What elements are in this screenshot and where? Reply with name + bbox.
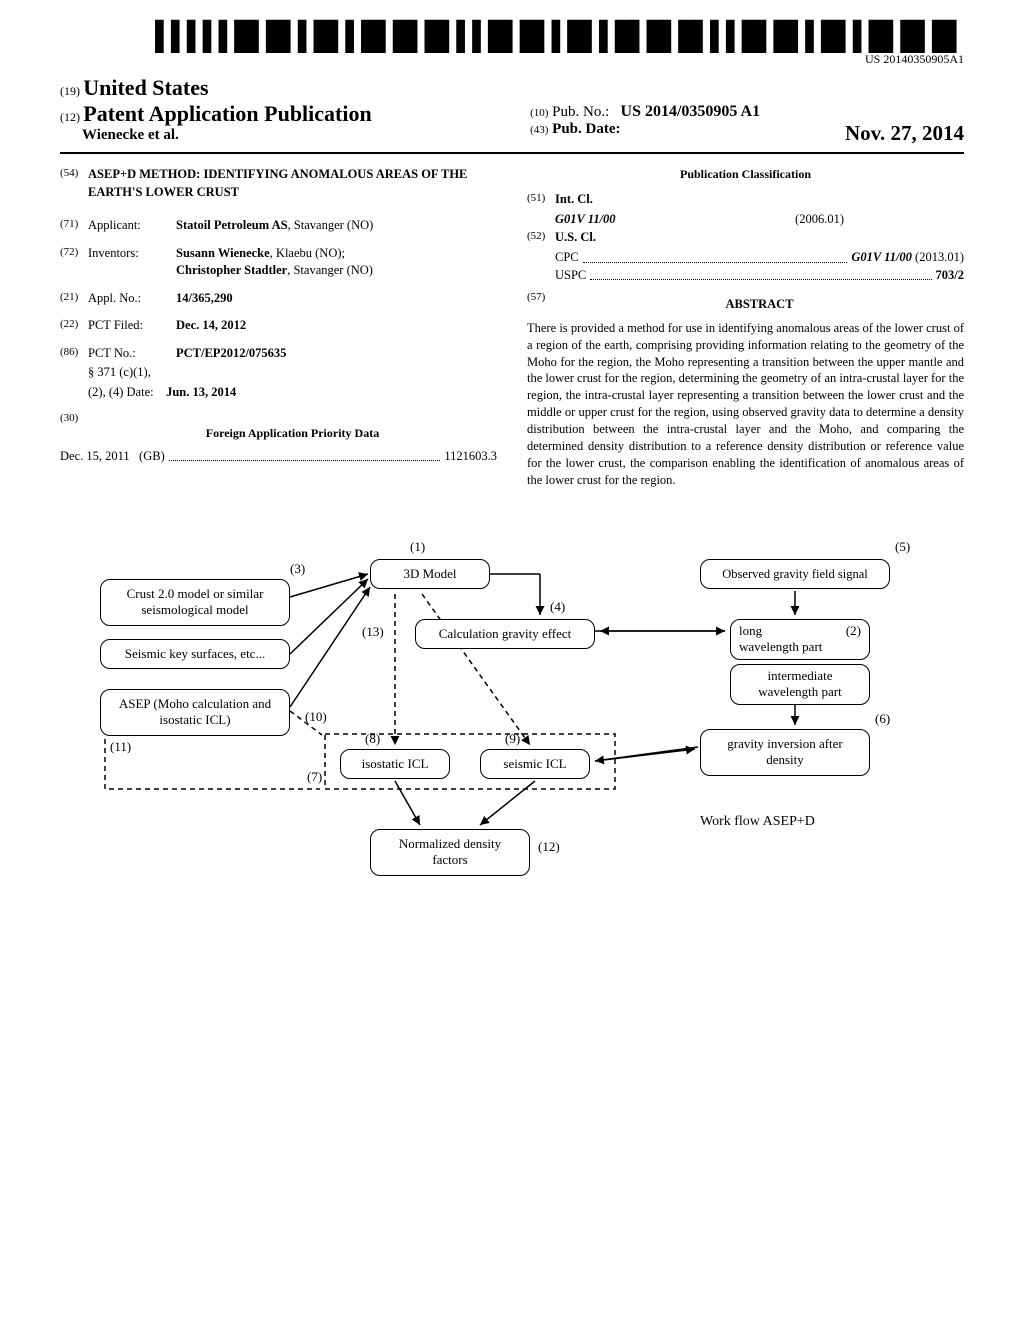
applicant-label: Applicant: [88, 217, 176, 235]
pct-no: PCT/EP2012/075635 [176, 345, 286, 363]
int-cl-date: (2006.01) [795, 211, 844, 229]
pct-filed: Dec. 14, 2012 [176, 317, 246, 335]
node-label-9: (9) [505, 731, 520, 747]
pub-type-prefix: (12) [60, 110, 80, 124]
int-cl-code: G01V 11/00 [555, 211, 616, 229]
inventors-label: Inventors: [88, 245, 176, 280]
pub-date-prefix: (43) [530, 124, 548, 136]
us-cl-label: U.S. Cl. [555, 229, 596, 247]
diagram-label-11: (11) [110, 739, 131, 755]
workflow-label: Work flow ASEP+D [700, 814, 815, 830]
node-isostatic-icl: isostatic ICL [340, 749, 450, 780]
sect-date-label: (2), (4) Date: [88, 385, 154, 399]
node-3d-model: 3D Model [370, 559, 490, 590]
applicant-prefix: (71) [60, 217, 88, 235]
node-normalized-density: Normalized density factors [370, 829, 530, 877]
node-seismic-icl: seismic ICL [480, 749, 590, 780]
node-label-8: (8) [365, 731, 380, 747]
priority-country: (GB) [139, 448, 165, 466]
pct-filed-prefix: (22) [60, 317, 88, 335]
node-label-6: (6) [875, 711, 890, 727]
applicant-name: Statoil Petroleum AS [176, 218, 288, 232]
header-divider [60, 152, 964, 154]
pub-date-label: Pub. Date: [552, 121, 620, 137]
abstract-prefix: (57) [527, 290, 555, 320]
diagram-label-10: (10) [305, 709, 327, 725]
node-label-5: (5) [895, 539, 910, 555]
appl-no-label: Appl. No.: [88, 290, 176, 308]
int-cl-label: Int. Cl. [555, 191, 593, 209]
node-intermediate-wavelength: intermediate wavelength part [730, 664, 870, 706]
dotted-leader [590, 263, 931, 281]
priority-heading: Foreign Application Priority Data [88, 425, 497, 442]
node-observed-gravity: Observed gravity field signal [700, 559, 890, 589]
appl-no: 14/365,290 [176, 290, 233, 308]
barcode-graphic: ▌▌▌▌▌█▌█▌▌█▌▌█▌█▌█▌▌▌█▌█▌▌█▌▌█▌█▌█▌▌▌█▌█… [155, 20, 964, 50]
node-long-wavelength: long(2) wavelength part [730, 619, 870, 661]
sect-date: Jun. 13, 2014 [166, 385, 236, 399]
authors-line: Wienecke et al. [82, 127, 494, 144]
appl-no-prefix: (21) [60, 290, 88, 308]
patent-title: ASEP+D METHOD: IDENTIFYING ANOMALOUS ARE… [88, 166, 497, 201]
abstract-text: There is provided a method for use in id… [527, 320, 964, 489]
flowchart-diagram: (1) 3D Model (3) Crust 2.0 model or simi… [60, 539, 964, 919]
node-gravity-inversion: gravity inversion after density [700, 729, 870, 777]
us-cl-prefix: (52) [527, 229, 555, 247]
header: (19) United States (12) Patent Applicati… [60, 75, 964, 146]
node-label-1: (1) [410, 539, 425, 555]
left-column: (54) ASEP+D METHOD: IDENTIFYING ANOMALOU… [60, 166, 497, 489]
sect-label: § 371 (c)(1), [88, 364, 497, 382]
node-seismic-surfaces: Seismic key surfaces, etc... [100, 639, 290, 670]
classification-heading: Publication Classification [527, 166, 964, 183]
inventor-loc: , Klaebu (NO); [270, 246, 345, 260]
uspc-val: 703/2 [936, 267, 964, 285]
pub-no-label: Pub. No.: [552, 104, 609, 120]
dotted-leader [583, 245, 848, 263]
node-asep: ASEP (Moho calculation and isostatic ICL… [100, 689, 290, 737]
right-column: Publication Classification (51) Int. Cl.… [527, 166, 964, 489]
diagram-label-13: (13) [362, 624, 384, 640]
diagram-label-7: (7) [307, 769, 322, 785]
int-cl-prefix: (51) [527, 191, 555, 209]
pub-no: US 2014/0350905 A1 [621, 103, 761, 120]
pct-no-label: PCT No.: [88, 345, 176, 363]
node-crust-model: Crust 2.0 model or similar seismological… [100, 579, 290, 627]
priority-date: Dec. 15, 2011 [60, 448, 130, 466]
abstract-heading: ABSTRACT [555, 296, 964, 314]
pub-type: Patent Application Publication [83, 101, 371, 126]
priority-no: 1121603.3 [444, 448, 497, 466]
applicant-loc: , Stavanger (NO) [288, 218, 374, 232]
dotted-leader [169, 444, 441, 462]
country: United States [83, 75, 208, 100]
pub-no-prefix: (10) [530, 107, 548, 119]
title-prefix: (54) [60, 166, 88, 201]
inventor-loc: , Stavanger (NO) [287, 263, 373, 277]
barcode-number: US 20140350905A1 [155, 52, 964, 67]
country-prefix: (19) [60, 84, 80, 98]
pct-no-prefix: (86) [60, 345, 88, 363]
inventor-name: Susann Wienecke [176, 246, 270, 260]
cpc-label: CPC [555, 249, 579, 267]
barcode-area: ▌▌▌▌▌█▌█▌▌█▌▌█▌█▌█▌▌▌█▌█▌▌█▌▌█▌█▌█▌▌▌█▌█… [60, 20, 964, 67]
pct-filed-label: PCT Filed: [88, 317, 176, 335]
node-label-4: (4) [550, 599, 565, 615]
uspc-label: USPC [555, 267, 586, 285]
node-calc-gravity: Calculation gravity effect [415, 619, 595, 650]
pub-date: Nov. 27, 2014 [845, 121, 964, 146]
inventor-name: Christopher Stadtler [176, 263, 287, 277]
node-label-3: (3) [290, 561, 305, 577]
node-label-12: (12) [538, 839, 560, 855]
inventors-prefix: (72) [60, 245, 88, 280]
priority-prefix: (30) [60, 411, 88, 448]
